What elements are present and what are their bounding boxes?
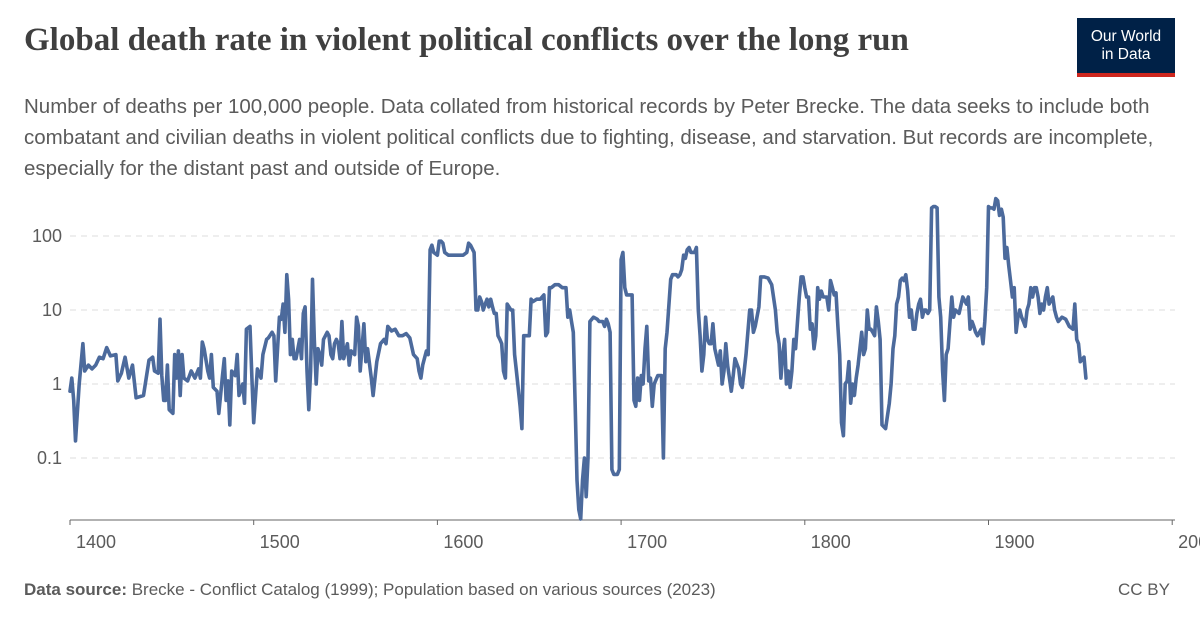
grid-layer (70, 235, 1175, 459)
x-tick-label: 2000 (1178, 532, 1200, 552)
series-layer (68, 196, 1088, 521)
y-tick-label: 1 (52, 374, 62, 394)
x-tick-label: 1600 (443, 532, 483, 552)
x-tick-label: 1700 (627, 532, 667, 552)
y-tick-label: 0.1 (37, 448, 62, 468)
x-axis: 1400 1500 1600 1700 1800 1900 2000 (69, 519, 1200, 552)
x-tick-label: 1500 (260, 532, 300, 552)
logo-line-2: in Data (1101, 45, 1151, 63)
y-tick-label: 100 (32, 226, 62, 246)
chart-subtitle: Number of deaths per 100,000 people. Dat… (24, 95, 1154, 180)
source-text: Brecke - Conflict Catalog (1999); Popula… (131, 580, 716, 599)
owid-logo[interactable]: Our World in Data (1077, 18, 1175, 77)
line-chart: 0.1 1 10 100 1400 1500 1600 1700 1800 1900 2000 (32, 196, 1200, 552)
chart-title: Global death rate in violent political c… (24, 22, 909, 58)
source-label: Data source: (24, 580, 127, 599)
footer-source: Data source: Brecke - Conflict Catalog (… (24, 580, 716, 600)
logo-line-1: Our World (1090, 28, 1162, 46)
y-tick-label: 10 (42, 300, 62, 320)
x-tick-label: 1800 (811, 532, 851, 552)
series-line-0[interactable] (68, 196, 1088, 521)
x-tick-label: 1900 (994, 532, 1034, 552)
license-link[interactable]: CC BY (1118, 580, 1170, 599)
y-axis: 0.1 1 10 100 (32, 226, 62, 468)
x-tick-label: 1400 (76, 532, 116, 552)
